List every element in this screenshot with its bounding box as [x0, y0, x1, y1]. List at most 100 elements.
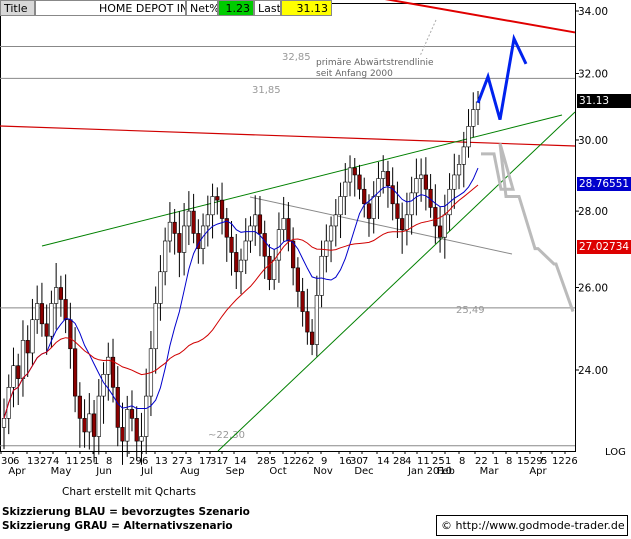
green-upper-line	[41, 114, 563, 247]
scenario-legend: Skizzierung BLAU = bevorzugtes Szenario …	[2, 505, 250, 533]
candle-body	[35, 303, 40, 321]
annotation-trendline-2: seit Anfang 2000	[316, 69, 393, 79]
candle-body	[87, 413, 92, 433]
chart-credit: Chart erstellt mit Qcharts	[62, 486, 196, 498]
candle-body	[471, 109, 476, 127]
y-tick-label-1: 32.00	[578, 68, 608, 80]
level-label-3285: 32,85	[282, 52, 311, 63]
candle-body	[158, 271, 163, 304]
price-tag-last: 31.13	[577, 94, 631, 108]
candle-body	[63, 299, 68, 321]
candle-body	[68, 319, 73, 350]
candle-body	[106, 356, 111, 375]
copyright-icon: ©	[441, 519, 452, 532]
candle-body	[120, 427, 125, 442]
candle-body	[324, 240, 329, 257]
x-day-label-8: 8	[106, 456, 112, 467]
x-day-label-13: 3	[186, 456, 192, 467]
candle-body	[381, 171, 386, 179]
x-day-label-36: 8	[506, 456, 512, 467]
x-day-label-39: 5	[541, 456, 547, 467]
y-tick-label-5: 24.00	[578, 365, 608, 377]
candle-body	[219, 199, 225, 219]
candle-body	[238, 259, 244, 273]
scenario-blue-path	[476, 33, 528, 120]
candle-body	[333, 214, 338, 227]
candle-body	[452, 174, 457, 190]
candle-body	[172, 221, 177, 234]
candle-body	[272, 259, 277, 280]
candle-body	[163, 240, 168, 273]
candle-body	[291, 240, 296, 269]
candle-body	[309, 331, 315, 345]
candle-body	[437, 225, 443, 238]
candle-body	[390, 185, 395, 205]
candle-body	[419, 174, 424, 179]
x-day-label-23: 9	[321, 456, 327, 467]
url-text: http://www.godmode-trader.de	[455, 519, 625, 532]
x-day-label-17: 14	[234, 456, 247, 467]
x-day-label-29: 4	[405, 456, 411, 467]
candle-body	[139, 436, 144, 442]
candle-body	[305, 311, 310, 333]
green-support-line	[217, 111, 576, 452]
x-month-label-6: Oct	[269, 466, 286, 477]
candle-body	[461, 146, 466, 165]
candle-body	[357, 174, 362, 190]
candle-body	[343, 181, 348, 197]
candle-body	[262, 233, 267, 257]
last-label: Last	[254, 0, 281, 16]
x-day-label-24: 16	[339, 456, 352, 467]
candle-body	[229, 236, 234, 253]
candle-body	[243, 240, 248, 261]
x-day-label-38: 29	[530, 456, 543, 467]
candle-body	[177, 233, 182, 253]
candle-body	[30, 319, 35, 354]
x-day-label-37: 15	[517, 456, 530, 467]
x-day-label-31: 25	[432, 456, 445, 467]
x-day-label-20: 12	[283, 456, 296, 467]
source-url[interactable]: © http://www.godmode-trader.de	[436, 515, 628, 536]
candle-body	[115, 387, 120, 428]
x-day-label-10: 6	[142, 456, 148, 467]
x-month-label-7: Nov	[313, 466, 333, 477]
candle-body	[319, 255, 324, 296]
candle-body	[224, 218, 229, 238]
x-day-label-18: 28	[257, 456, 270, 467]
candles-group	[1, 91, 481, 465]
candle-body	[300, 291, 305, 312]
candle-body	[73, 348, 78, 397]
candle-body	[338, 196, 343, 216]
x-day-label-33: 8	[459, 456, 465, 467]
x-month-label-4: Aug	[180, 466, 200, 477]
candle-body	[91, 413, 97, 437]
level-label-2230: ~22,30	[208, 430, 245, 441]
candle-body	[101, 374, 106, 397]
candle-body	[16, 365, 21, 379]
y-tick-label-0: 34.00	[578, 6, 608, 18]
x-day-label-9: 29	[129, 456, 142, 467]
legend-gray: Skizzierung GRAU = Alternativszenario	[2, 520, 233, 532]
x-day-label-25: 30	[350, 456, 363, 467]
candle-body	[44, 323, 49, 337]
candle-body	[205, 214, 210, 227]
x-day-label-7: 1	[93, 456, 99, 467]
x-month-label-8: Dec	[354, 466, 373, 477]
x-month-label-9: Jan 2010	[407, 466, 452, 477]
scenario-gray-path	[481, 143, 575, 313]
candle-body	[347, 167, 353, 183]
candle-body	[286, 218, 291, 242]
x-month-label-3: Jul	[140, 466, 153, 477]
x-day-label-1: 6	[13, 456, 19, 467]
annotation-pointer	[419, 19, 437, 57]
x-day-label-11: 13	[155, 456, 168, 467]
candle-body	[20, 340, 26, 379]
legend-blue: Skizzierung BLAU = bevorzugtes Szenario	[2, 506, 250, 518]
x-month-label-0: Apr	[8, 466, 26, 477]
candle-body	[409, 192, 414, 216]
candle-body	[153, 303, 158, 350]
price-tag-gd200: 27.02734	[577, 240, 631, 254]
candle-body	[433, 207, 438, 227]
x-month-label-11: Mar	[480, 466, 500, 477]
